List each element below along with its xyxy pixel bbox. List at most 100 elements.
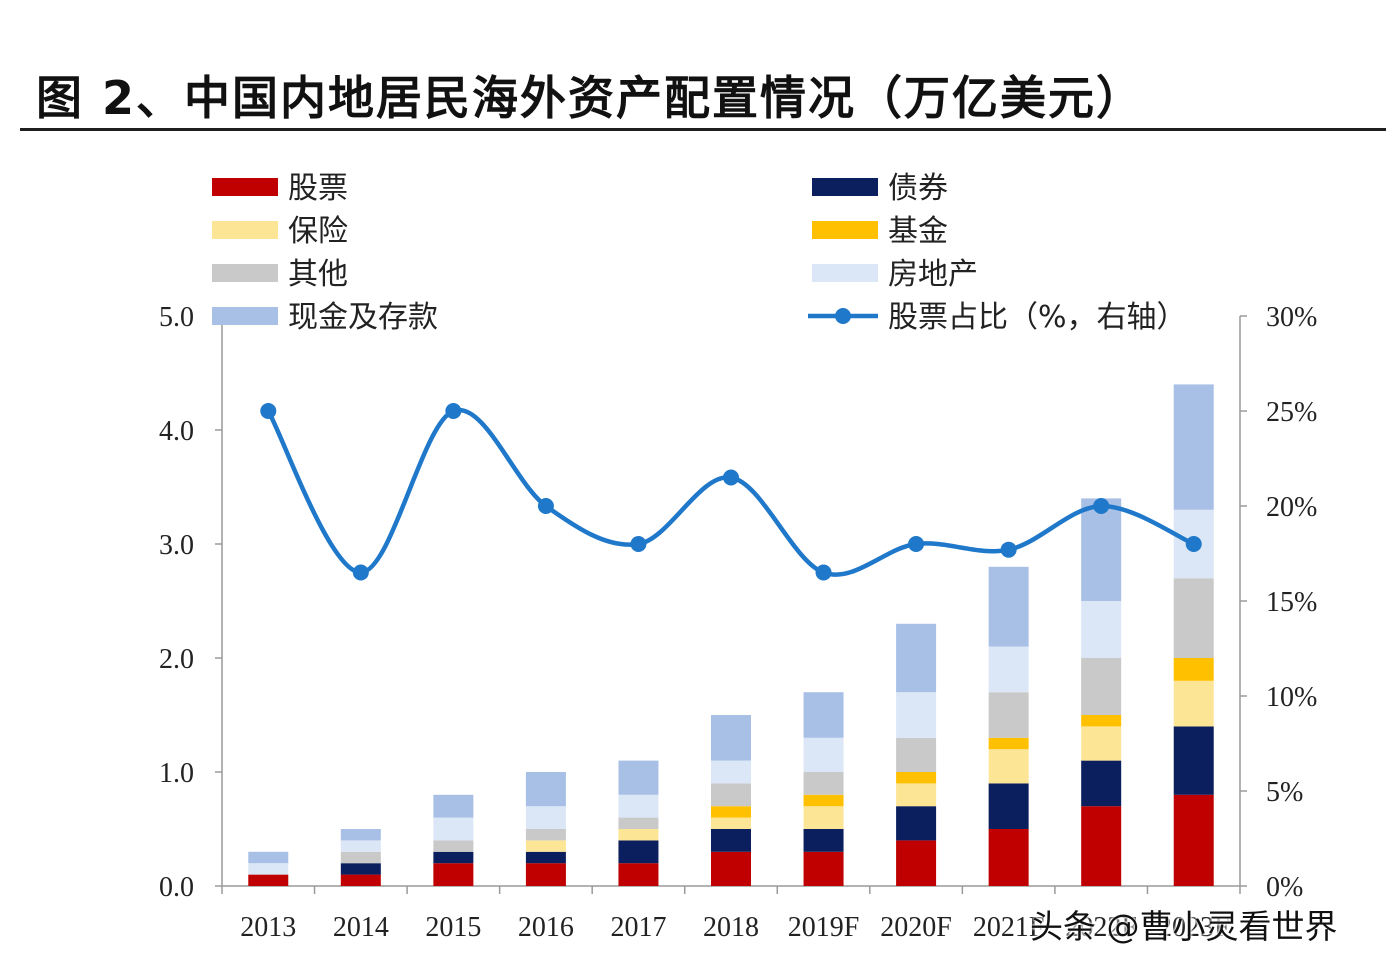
line-point <box>1185 536 1202 552</box>
bar-segment <box>803 829 844 852</box>
bar-segment <box>988 783 1029 829</box>
y-tick-label: 4.0 <box>159 416 194 447</box>
x-tick-label: 2015 <box>425 912 481 943</box>
line-series-path <box>266 407 1195 577</box>
y2-tick-label: 10% <box>1266 682 1317 713</box>
line-group <box>260 403 1202 581</box>
bar-segment <box>433 851 474 864</box>
bar-segment <box>896 737 937 772</box>
bar-segment <box>525 772 566 807</box>
bar-segment <box>711 851 751 886</box>
legend-label: 现金及存款 <box>288 300 438 335</box>
bar-segment <box>988 566 1029 647</box>
legend-swatch <box>212 221 278 239</box>
bar-segment <box>1173 794 1214 886</box>
bar-segment <box>896 692 937 738</box>
legend-swatch <box>212 307 278 325</box>
line-point <box>723 469 739 486</box>
line-point <box>1000 541 1017 558</box>
y2-tick-label: 15% <box>1266 587 1317 618</box>
y2-tick-label: 20% <box>1266 492 1317 523</box>
bar-segment <box>711 760 751 784</box>
bar-segment <box>248 851 289 864</box>
y-tick-label: 5.0 <box>159 302 194 333</box>
bar-segment <box>340 863 381 875</box>
chart-title: 图 2、中国内地居民海外资产配置情况（万亿美元） <box>36 71 1145 125</box>
bar-segment <box>1081 760 1122 807</box>
bar-segment <box>988 749 1029 784</box>
legend-label: 股票占比（%，右轴） <box>888 300 1187 335</box>
bar-segment <box>1173 726 1214 795</box>
bar-segment <box>711 806 751 818</box>
x-tick-label: 2016 <box>518 912 574 943</box>
bar-segment <box>1081 726 1122 761</box>
bar-segment <box>340 874 381 886</box>
bar-segment <box>1081 806 1122 886</box>
bar-segment <box>1081 715 1122 727</box>
axes-group: 0.0 1.0 2.0 3.0 4.0 5.0 0% 5% 10% 15% 20% 25% 30% 201… <box>159 302 1317 943</box>
line-point <box>1093 498 1110 514</box>
bar-segment <box>525 840 566 852</box>
legend-swatch <box>812 264 878 282</box>
legend-swatch <box>212 178 278 196</box>
bar-segment <box>340 840 381 852</box>
bar-segment <box>1173 578 1214 658</box>
bar-segment <box>711 783 751 807</box>
y2-tick-label: 0% <box>1266 872 1303 903</box>
bar-segment <box>1081 658 1122 715</box>
bar-segment <box>525 829 566 841</box>
bar-segment <box>618 829 659 841</box>
legend-label: 债券 <box>888 171 948 206</box>
legend-label: 保险 <box>288 214 348 249</box>
y-tick-label: 2.0 <box>159 644 194 675</box>
y2-tick-label: 5% <box>1266 777 1303 808</box>
bar-segment <box>988 737 1029 750</box>
bar-segment <box>1173 658 1214 681</box>
bar-segment <box>248 874 289 886</box>
bar-segment <box>1081 601 1122 658</box>
bar-segment <box>803 851 844 886</box>
bar-segment <box>433 817 474 841</box>
bar-segment <box>248 863 289 875</box>
bar-segment <box>618 863 659 886</box>
bar-segment <box>988 829 1029 886</box>
bar-segment <box>896 840 937 886</box>
x-tick-label: 2014 <box>333 912 389 943</box>
y2-tick-label: 25% <box>1266 397 1317 428</box>
line-point <box>908 536 925 552</box>
line-point <box>260 403 277 419</box>
bar-segment <box>896 783 937 807</box>
legend-label: 股票 <box>288 171 348 206</box>
bar-segment <box>988 692 1029 738</box>
line-point <box>537 498 554 514</box>
legend-label: 房地产 <box>888 257 978 292</box>
legend-swatch <box>212 264 278 282</box>
bar-segment <box>896 772 937 784</box>
bar-segment <box>1173 680 1214 727</box>
y-tick-label: 0.0 <box>159 872 194 903</box>
bars-group <box>248 384 1214 886</box>
bar-segment <box>433 794 474 818</box>
bar-segment <box>711 817 751 829</box>
bar-segment <box>618 760 659 795</box>
bar-segment <box>988 646 1029 693</box>
legend-label: 其他 <box>288 257 348 292</box>
bar-segment <box>433 840 474 852</box>
x-tick-label: 2022F <box>1065 912 1137 943</box>
line-point <box>815 564 832 581</box>
x-tick-label: 2017 <box>610 912 666 943</box>
x-tick-label: 2018 <box>703 912 759 943</box>
bar-segment <box>1173 384 1214 510</box>
legend-swatch <box>812 221 878 239</box>
x-tick-label: 2013 <box>240 912 296 943</box>
bar-segment <box>340 829 381 841</box>
bar-segment <box>433 863 474 886</box>
title-divider <box>20 128 1386 131</box>
bar-segment <box>618 817 659 829</box>
x-tick-label: 2021F <box>973 912 1045 943</box>
line-point <box>630 536 647 552</box>
y-tick-label: 1.0 <box>159 758 194 789</box>
bar-segment <box>803 692 844 738</box>
x-tick-label: 2020F <box>880 912 952 943</box>
y2-tick-label: 30% <box>1266 302 1317 333</box>
